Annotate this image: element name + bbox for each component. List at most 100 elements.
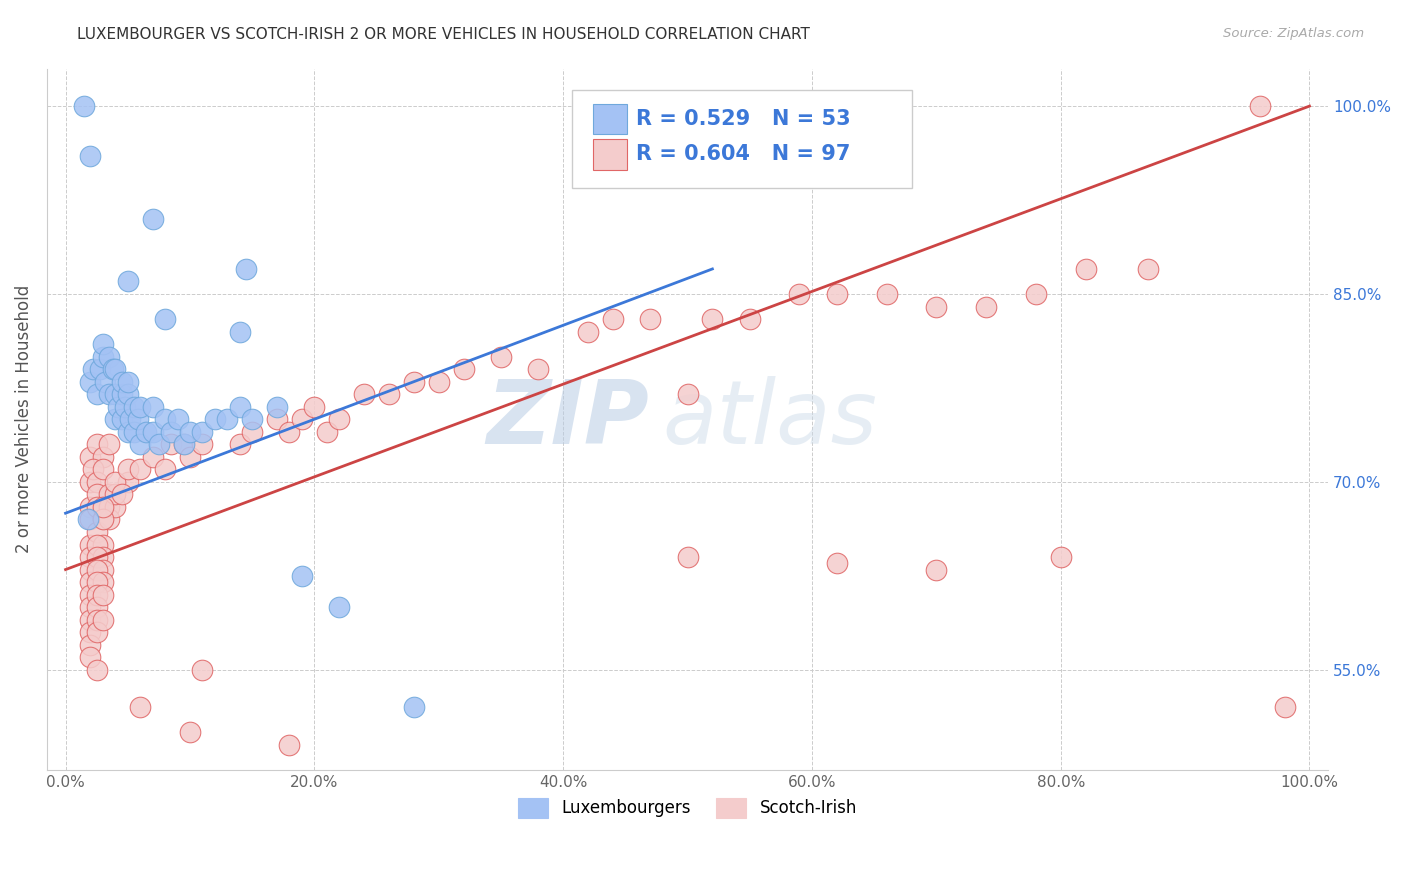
Point: [79, 549, 101, 564]
Point: [789, 287, 811, 301]
Point: [925, 563, 948, 577]
Point: [217, 412, 239, 426]
Point: [142, 211, 165, 226]
Point: [104, 475, 127, 489]
Point: [82, 462, 104, 476]
Point: [117, 425, 139, 439]
Point: [129, 400, 152, 414]
Point: [179, 425, 201, 439]
Point: [91, 500, 114, 514]
Point: [79, 613, 101, 627]
Point: [73, 99, 96, 113]
Point: [79, 475, 101, 489]
Point: [142, 400, 165, 414]
Point: [117, 387, 139, 401]
Point: [86, 387, 108, 401]
Point: [1049, 549, 1071, 564]
Point: [160, 425, 183, 439]
Point: [1136, 262, 1159, 277]
Point: [104, 362, 127, 376]
Point: [974, 300, 997, 314]
Point: [179, 725, 201, 739]
Point: [98, 350, 121, 364]
Point: [91, 512, 114, 526]
Point: [278, 425, 301, 439]
Point: [120, 412, 142, 426]
Point: [79, 512, 101, 526]
Point: [86, 537, 108, 551]
Point: [91, 350, 114, 364]
Point: [527, 362, 550, 376]
Point: [79, 450, 101, 464]
FancyBboxPatch shape: [593, 138, 627, 169]
Point: [104, 412, 127, 426]
Text: Source: ZipAtlas.com: Source: ZipAtlas.com: [1223, 27, 1364, 40]
Point: [129, 437, 152, 451]
Point: [110, 412, 132, 426]
Text: atlas: atlas: [662, 376, 877, 462]
Point: [77, 512, 100, 526]
Point: [79, 650, 101, 665]
Point: [122, 400, 145, 414]
Point: [173, 437, 195, 451]
Point: [166, 412, 188, 426]
Point: [127, 412, 149, 426]
Point: [135, 425, 157, 439]
Point: [1074, 262, 1097, 277]
Point: [129, 462, 152, 476]
Point: [107, 400, 129, 414]
Point: [240, 425, 263, 439]
Point: [79, 600, 101, 615]
Point: [235, 262, 257, 277]
Point: [825, 557, 848, 571]
Point: [104, 387, 127, 401]
Point: [228, 437, 250, 451]
Point: [278, 738, 301, 752]
Point: [98, 437, 121, 451]
Text: LUXEMBOURGER VS SCOTCH-IRISH 2 OR MORE VEHICLES IN HOUSEHOLD CORRELATION CHART: LUXEMBOURGER VS SCOTCH-IRISH 2 OR MORE V…: [77, 27, 810, 42]
Point: [79, 588, 101, 602]
Point: [228, 325, 250, 339]
FancyBboxPatch shape: [593, 103, 627, 135]
Text: ZIP: ZIP: [486, 376, 650, 463]
Point: [86, 575, 108, 590]
Point: [117, 475, 139, 489]
Point: [142, 425, 165, 439]
Point: [402, 700, 425, 714]
Point: [1274, 700, 1296, 714]
Point: [91, 613, 114, 627]
Point: [79, 638, 101, 652]
Point: [110, 387, 132, 401]
Point: [79, 149, 101, 163]
Point: [122, 425, 145, 439]
Point: [676, 387, 699, 401]
Point: [86, 524, 108, 539]
Point: [153, 312, 176, 326]
Point: [315, 425, 337, 439]
Point: [240, 412, 263, 426]
Point: [79, 537, 101, 551]
Legend: Luxembourgers, Scotch-Irish: Luxembourgers, Scotch-Irish: [512, 791, 863, 825]
Point: [602, 312, 624, 326]
Point: [82, 362, 104, 376]
Point: [638, 312, 661, 326]
Point: [142, 450, 165, 464]
Point: [110, 375, 132, 389]
Point: [266, 412, 288, 426]
Point: [328, 600, 350, 615]
Point: [86, 500, 108, 514]
Point: [266, 400, 288, 414]
Point: [104, 500, 127, 514]
Point: [86, 625, 108, 640]
Point: [378, 387, 401, 401]
Point: [86, 588, 108, 602]
Point: [114, 400, 136, 414]
Point: [86, 563, 108, 577]
Point: [98, 500, 121, 514]
Point: [453, 362, 475, 376]
Point: [427, 375, 450, 389]
Point: [86, 549, 108, 564]
Point: [353, 387, 375, 401]
Point: [117, 462, 139, 476]
Point: [148, 437, 170, 451]
